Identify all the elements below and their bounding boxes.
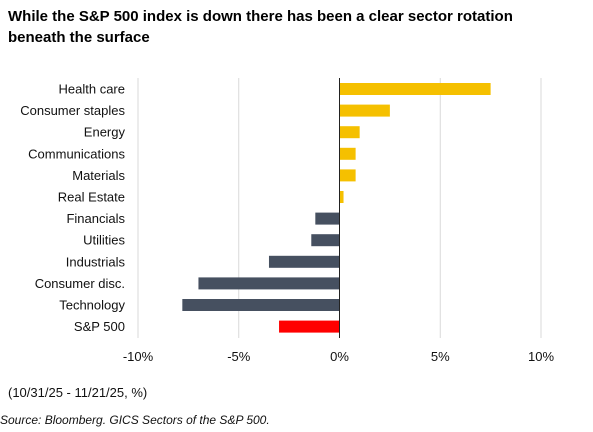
bar-industrials — [268, 255, 340, 268]
bar-health-care — [339, 83, 491, 95]
category-labels: Health care Consumer staples Energy Communi… — [20, 82, 125, 335]
bar-energy — [339, 126, 360, 139]
bar-consumer-staples — [339, 104, 390, 117]
category-label: Consumer disc. — [35, 276, 125, 291]
source-note: Source: Bloomberg. GICS Sectors of the S… — [0, 413, 270, 427]
category-label: Health care — [59, 82, 125, 97]
category-label: Technology — [59, 298, 125, 313]
category-label: Utilities — [83, 233, 125, 248]
category-label: S&P 500 — [74, 319, 125, 334]
bar-consumer-disc — [198, 277, 340, 290]
bar-financials — [315, 212, 340, 225]
category-label: Real Estate — [58, 190, 125, 205]
bar-materials — [339, 169, 356, 182]
x-tick-labels: -10% -5% 0% 5% 10% — [123, 349, 555, 364]
bar-communications — [339, 147, 356, 160]
x-tick-label: -10% — [123, 349, 154, 364]
bar-s-p-500 — [279, 320, 340, 333]
category-label: Materials — [72, 168, 125, 183]
x-tick-label: 0% — [330, 349, 349, 364]
bar-real-estate — [339, 191, 344, 203]
gridlines — [137, 78, 542, 338]
chart-title: While the S&P 500 index is down there ha… — [8, 8, 513, 46]
bar-utilities — [311, 234, 340, 247]
category-label: Industrials — [66, 254, 126, 269]
category-label: Communications — [28, 146, 125, 161]
bars — [182, 83, 491, 333]
bar-technology — [182, 299, 340, 311]
date-range-note: (10/31/25 - 11/21/25, %) — [8, 385, 148, 400]
category-label: Financials — [66, 211, 125, 226]
x-tick-label: -5% — [227, 349, 251, 364]
category-label: Consumer staples — [20, 103, 125, 118]
x-tick-label: 10% — [528, 349, 554, 364]
category-label: Energy — [84, 125, 126, 140]
x-tick-label: 5% — [431, 349, 450, 364]
